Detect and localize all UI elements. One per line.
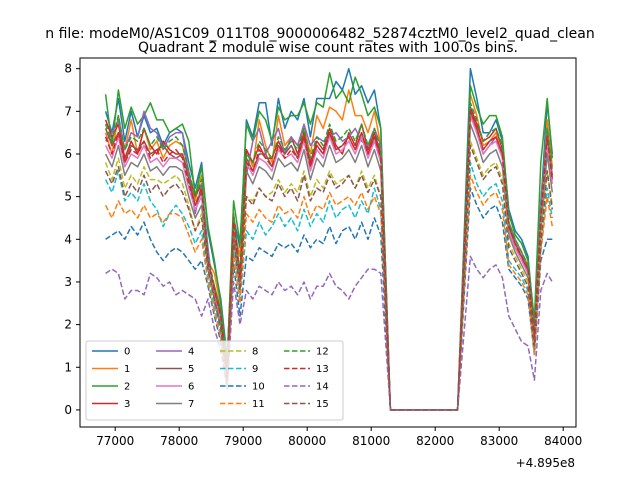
y-tick-label: 6: [64, 147, 72, 161]
y-axis: 0 1 2 3 4 5 6 7 8: [64, 62, 80, 417]
legend-label-5: 5: [188, 364, 194, 375]
series-line-9: [104, 161, 554, 411]
legend-label-8: 8: [252, 347, 258, 358]
x-tick-label: 79000: [224, 434, 262, 448]
legend-label-6: 6: [188, 382, 194, 393]
y-tick-label: 5: [64, 190, 72, 204]
y-tick-label: 8: [64, 62, 72, 76]
x-tick-label: 80000: [288, 434, 326, 448]
y-tick-label: 7: [64, 104, 72, 118]
series-line-2: [104, 72, 554, 411]
legend-label-7: 7: [188, 399, 194, 410]
series-line-12: [104, 102, 554, 411]
chart-title: Quadrant 2 module wise count rates with …: [138, 40, 518, 56]
series-line-13: [104, 110, 554, 411]
series-line-10: [105, 187, 553, 411]
axes-frame: [79, 57, 577, 428]
x-tick-label: 83000: [480, 434, 518, 448]
series-line-6: [104, 114, 554, 411]
series-line-7: [104, 123, 554, 411]
series-line-11: [104, 174, 554, 411]
series-line-15: [104, 144, 554, 411]
figure-suptitle: n file: modeM0/AS1C09_011T08_9000006482_…: [45, 26, 594, 42]
x-tick-label: 84000: [544, 434, 582, 448]
series-layer: [104, 67, 554, 411]
x-axis-offset-text: +4.895e8: [516, 456, 575, 470]
legend-label-12: 12: [316, 347, 329, 358]
x-tick-label: 77000: [96, 434, 134, 448]
x-tick-label: 81000: [352, 434, 390, 448]
x-axis: 77000 78000 79000 80000 81000 82000 83000 84000: [96, 427, 582, 448]
x-tick-label: 78000: [160, 434, 198, 448]
series-line-8: [104, 140, 554, 411]
y-tick-label: 2: [64, 318, 72, 332]
legend-label-11: 11: [252, 399, 265, 410]
plot-area: [79, 57, 577, 428]
legend-label-2: 2: [124, 382, 130, 393]
legend-label-9: 9: [252, 364, 258, 375]
legend-box: [85, 340, 344, 421]
y-tick-label: 4: [64, 232, 72, 246]
legend-label-1: 1: [124, 364, 130, 375]
legend-label-10: 10: [252, 382, 265, 393]
y-tick-label: 1: [64, 360, 72, 374]
y-tick-label: 3: [64, 275, 72, 289]
legend-label-13: 13: [316, 364, 329, 375]
series-line-3: [104, 106, 554, 411]
legend-label-15: 15: [316, 399, 329, 410]
legend-label-14: 14: [316, 382, 329, 393]
legend-label-0: 0: [124, 347, 130, 358]
legend-label-4: 4: [188, 347, 194, 358]
y-tick-label: 0: [64, 403, 72, 417]
legend-label-3: 3: [124, 399, 130, 410]
x-tick-label: 82000: [416, 434, 454, 448]
series-line-14: [105, 255, 553, 411]
